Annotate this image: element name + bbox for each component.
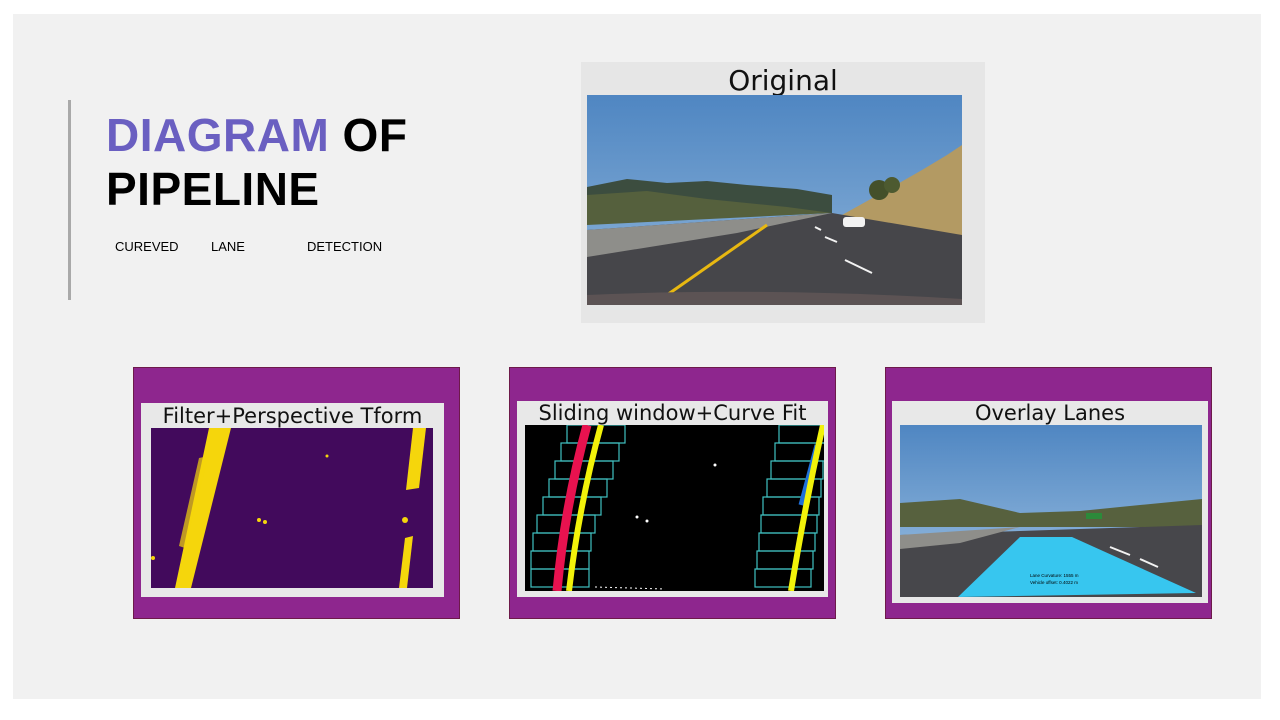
subtitle-word-1: CUREVED (115, 239, 179, 254)
sliding-window-figure: Sliding window+Curve Fit (517, 401, 828, 597)
overlay-road-image (900, 425, 1202, 597)
original-caption: Original (728, 64, 838, 97)
title-accent-bar (68, 100, 71, 300)
overlay-offset-text: Vehicle offset: 0.4022 m (1030, 580, 1078, 585)
title-highlight: DIAGRAM (106, 109, 330, 161)
subtitle-word-3: DETECTION (307, 239, 383, 254)
overlay-caption: Overlay Lanes (974, 401, 1126, 425)
sliding-window-caption: Sliding window+Curve Fit (538, 401, 807, 425)
overlay-readout: Lane Curvature: 1555 m Vehicle offset: 0… (1030, 572, 1079, 586)
stage-panel-overlay: Overlay Lanes Lane Curvature: 1555 m Veh… (885, 367, 1212, 619)
sliding-window-image (525, 425, 824, 591)
title-rest: OF (329, 109, 408, 161)
stage-panel-filter: Filter+Perspective Tform (133, 367, 460, 619)
original-figure: Original (581, 62, 985, 323)
filter-binary-image (151, 428, 433, 588)
filter-figure: Filter+Perspective Tform (141, 403, 444, 597)
stage-panel-sliding-window: Sliding window+Curve Fit (509, 367, 836, 619)
filter-caption: Filter+Perspective Tform (162, 404, 423, 428)
title-line2: PIPELINE (106, 163, 320, 215)
overlay-figure: Overlay Lanes Lane Curvature: 1555 m Veh… (892, 401, 1208, 603)
slide-title: DIAGRAM OF PIPELINE (106, 108, 407, 216)
subtitle-word-2: LANE (211, 239, 245, 254)
original-road-image (587, 95, 962, 305)
overlay-curvature-text: Lane Curvature: 1555 m (1030, 573, 1079, 578)
